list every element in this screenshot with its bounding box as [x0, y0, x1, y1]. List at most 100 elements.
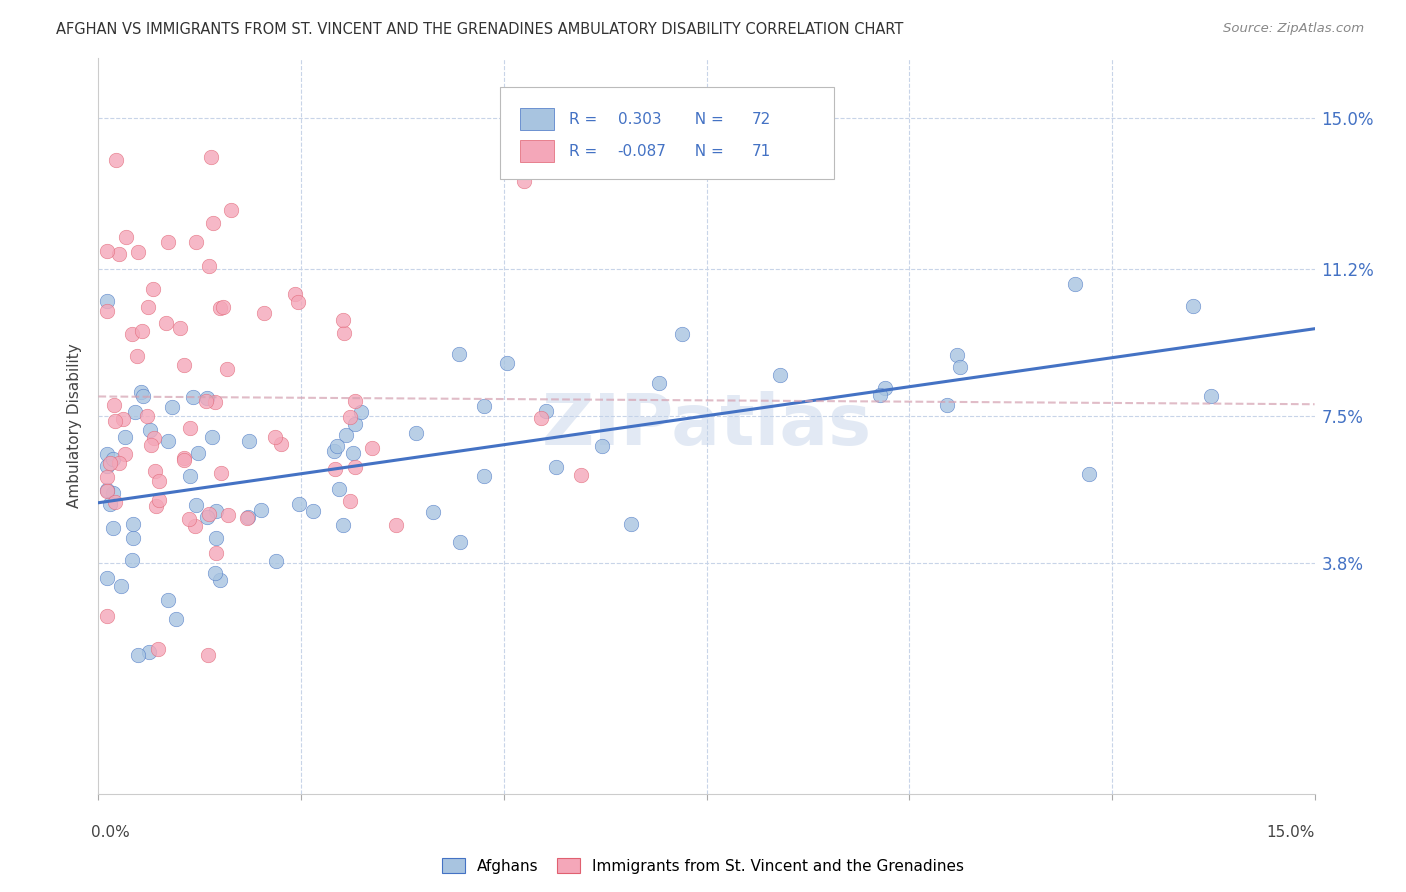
Point [322, 444, 344, 458]
Point [769, 368, 792, 383]
Point [195, 391, 218, 405]
Point [98, 456, 121, 470]
Point [101, 521, 124, 535]
Point [335, 428, 357, 442]
Point [115, 230, 138, 244]
Point [156, 592, 179, 607]
Point [107, 247, 129, 261]
Point [287, 295, 309, 310]
Point [235, 510, 257, 524]
FancyBboxPatch shape [520, 108, 554, 130]
Point [328, 482, 350, 496]
Text: AFGHAN VS IMMIGRANTS FROM ST. VINCENT AND THE GRENADINES AMBULATORY DISABILITY C: AFGHAN VS IMMIGRANTS FROM ST. VINCENT AN… [56, 22, 904, 37]
Point [935, 398, 957, 412]
Point [513, 173, 536, 187]
Point [181, 390, 204, 404]
Point [197, 648, 219, 662]
Point [270, 437, 292, 451]
Point [209, 573, 232, 587]
Point [530, 411, 553, 425]
Point [129, 384, 152, 399]
Point [114, 430, 136, 444]
Text: 0.303: 0.303 [617, 112, 661, 127]
Point [1199, 389, 1222, 403]
Point [212, 300, 235, 314]
Text: R =: R = [569, 144, 602, 159]
Point [201, 430, 224, 444]
Point [148, 642, 170, 657]
Point [873, 381, 896, 395]
Point [131, 324, 153, 338]
Point [332, 517, 354, 532]
Point [124, 405, 146, 419]
Point [250, 503, 273, 517]
Point [205, 532, 228, 546]
Point [332, 313, 354, 327]
Point [208, 301, 231, 315]
Point [204, 566, 226, 580]
Point [326, 439, 349, 453]
Point [946, 348, 969, 362]
Point [546, 460, 568, 475]
Point [142, 282, 165, 296]
Point [209, 466, 232, 480]
Point [472, 468, 495, 483]
Point [179, 469, 201, 483]
Point [111, 412, 134, 426]
Point [284, 286, 307, 301]
Text: 15.0%: 15.0% [1267, 825, 1315, 840]
Text: N =: N = [685, 144, 728, 159]
Point [569, 468, 592, 483]
Point [194, 393, 217, 408]
Point [496, 356, 519, 370]
Point [173, 359, 195, 373]
Point [198, 507, 221, 521]
Point [179, 512, 201, 526]
Point [236, 510, 259, 524]
Point [332, 326, 354, 341]
Point [186, 499, 208, 513]
Point [103, 485, 125, 500]
Point [101, 451, 124, 466]
Point [253, 305, 276, 319]
Point [187, 445, 209, 459]
Point [217, 508, 239, 522]
Point [139, 437, 162, 451]
Point [204, 546, 226, 560]
Point [127, 245, 149, 260]
Point [263, 430, 285, 444]
Text: 71: 71 [752, 144, 770, 159]
Point [323, 461, 346, 475]
Point [204, 504, 226, 518]
Point [138, 644, 160, 658]
Text: ZIPatlas: ZIPatlas [541, 392, 872, 460]
Point [96, 571, 118, 585]
Point [104, 414, 127, 428]
Point [200, 150, 222, 164]
Point [96, 470, 118, 484]
Point [136, 300, 159, 314]
Point [217, 361, 239, 376]
Text: 72: 72 [752, 112, 770, 127]
Point [96, 459, 118, 474]
Point [343, 459, 366, 474]
Y-axis label: Ambulatory Disability: Ambulatory Disability [67, 343, 83, 508]
Point [195, 509, 218, 524]
Point [121, 327, 143, 342]
Point [155, 316, 177, 330]
Point [186, 235, 208, 250]
Point [869, 388, 891, 402]
Point [173, 451, 195, 466]
Point [202, 216, 225, 230]
Text: 0.0%: 0.0% [91, 825, 131, 840]
Point [165, 612, 187, 626]
Point [671, 327, 693, 342]
Point [160, 401, 183, 415]
Point [591, 439, 613, 453]
Point [96, 244, 118, 258]
Text: -0.087: -0.087 [617, 144, 666, 159]
Point [447, 347, 470, 361]
Point [96, 483, 118, 497]
Point [1181, 299, 1204, 313]
Point [132, 389, 155, 403]
